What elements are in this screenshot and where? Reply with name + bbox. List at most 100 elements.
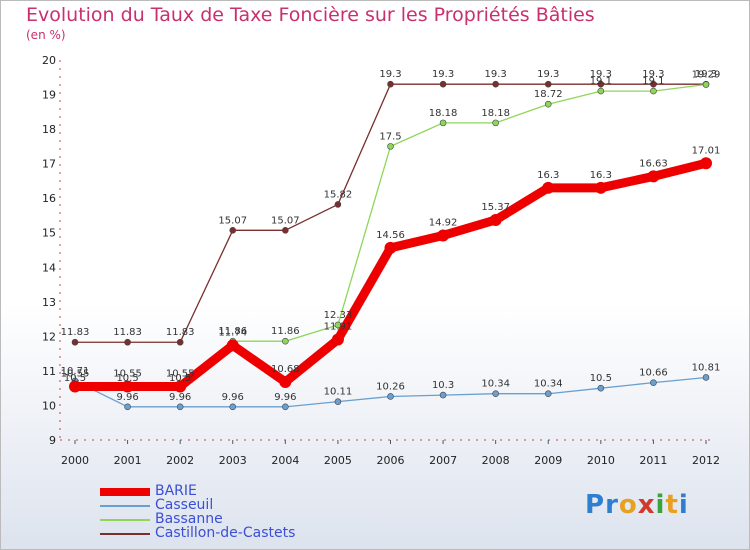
y-unit-label: (en %) — [26, 28, 66, 42]
data-label: 10.5 — [116, 373, 138, 384]
data-point — [282, 337, 289, 345]
data-label: 10.81 — [692, 362, 721, 373]
data-label: 9.96 — [169, 392, 191, 403]
proxiti-logo: Proxiti — [585, 490, 689, 520]
data-label: 19.3 — [485, 69, 507, 80]
data-point — [702, 81, 710, 88]
data-label: 17.01 — [692, 145, 721, 156]
x-tick-label: 2002 — [166, 454, 194, 467]
y-tick-label: 11 — [42, 365, 56, 378]
y-tick-label: 16 — [42, 192, 56, 205]
data-point — [700, 157, 712, 170]
data-point — [384, 241, 397, 254]
data-point — [437, 229, 450, 242]
data-label: 10.5 — [169, 373, 191, 384]
data-label: 18.18 — [429, 108, 458, 119]
data-label: 9.96 — [222, 392, 244, 403]
legend-swatch — [100, 519, 150, 521]
data-point — [334, 201, 342, 208]
data-label: 10.66 — [639, 368, 668, 379]
data-label: 10.34 — [534, 379, 563, 390]
legend-item: BARIE — [100, 483, 400, 500]
data-point — [492, 390, 499, 398]
legend-item: Bassanne — [100, 511, 400, 528]
data-point — [174, 380, 187, 393]
y-tick-label: 13 — [42, 296, 56, 309]
data-point — [387, 393, 394, 400]
data-point — [387, 80, 394, 88]
x-tick-label: 2012 — [692, 454, 720, 467]
data-point — [69, 380, 81, 393]
data-label: 12.33 — [324, 310, 353, 321]
data-label: 11.74 — [218, 327, 247, 338]
data-label: 19.1 — [642, 76, 664, 87]
data-label: 19.3 — [695, 69, 717, 80]
data-label: 14.56 — [376, 230, 405, 241]
data-point — [334, 398, 342, 405]
y-tick-label: 9 — [49, 434, 56, 447]
data-label: 10.55 — [113, 368, 142, 379]
data-label: 10.55 — [166, 368, 195, 379]
data-label: 10.55 — [61, 368, 90, 379]
data-label: 19.3 — [537, 69, 559, 80]
data-point — [492, 80, 499, 88]
y-tick-label: 14 — [42, 261, 56, 274]
data-label: 16.3 — [537, 170, 559, 181]
data-label: 19.3 — [379, 69, 401, 80]
y-tick-label: 20 — [42, 54, 56, 67]
legend-label: Bassanne — [155, 511, 223, 527]
data-point — [331, 333, 344, 346]
x-tick-label: 2004 — [271, 454, 299, 467]
x-tick-label: 2006 — [377, 454, 405, 467]
data-label: 11.83 — [61, 327, 90, 338]
data-label: 15.37 — [481, 202, 510, 213]
x-tick-label: 2005 — [324, 454, 352, 467]
data-point — [439, 80, 447, 88]
data-label: 16.3 — [590, 170, 612, 181]
data-label: 19.29 — [692, 70, 721, 81]
series-layer — [69, 80, 712, 411]
data-label: 11.91 — [324, 321, 353, 332]
x-tick-label: 2000 — [61, 454, 89, 467]
y-tick-label: 15 — [42, 227, 56, 240]
x-tick-label: 2009 — [534, 454, 562, 467]
data-label: 14.92 — [429, 217, 458, 228]
data-point — [124, 338, 131, 346]
data-label: 10.11 — [324, 387, 353, 398]
y-tick-label: 10 — [42, 399, 56, 412]
data-label: 10.71 — [61, 366, 90, 377]
data-label: 10.5 — [64, 373, 86, 384]
legend-item: Castillon-de-Castets — [100, 525, 400, 542]
data-point — [387, 143, 394, 150]
y-tick-label: 12 — [42, 330, 56, 343]
series-line-castillon-de-castets — [75, 83, 706, 343]
legend-label: Castillon-de-Castets — [155, 525, 296, 541]
data-label: 16.63 — [639, 158, 668, 169]
data-label: 11.83 — [113, 327, 142, 338]
data-label: 18.72 — [534, 89, 563, 100]
legend-label: Casseuil — [155, 497, 214, 513]
data-label: 15.07 — [271, 215, 300, 226]
data-label: 9.96 — [274, 392, 296, 403]
x-tick-label: 2007 — [429, 454, 457, 467]
data-label: 10.68 — [271, 364, 300, 375]
x-tick-label: 2003 — [219, 454, 247, 467]
data-point — [650, 379, 657, 386]
data-point — [279, 375, 292, 388]
chart-title: Evolution du Taux de Taxe Foncière sur l… — [26, 4, 595, 26]
data-point — [594, 181, 607, 194]
logo-letter: t — [665, 490, 679, 520]
data-label: 11.83 — [166, 327, 195, 338]
axes: 9 10 11 12 13 14 15 16 17 18 19 20 2000 2001 2002 2003 2… — [42, 54, 720, 467]
data-label: 15.07 — [218, 215, 247, 226]
logo-letter: i — [655, 490, 666, 520]
logo-letter: r — [605, 490, 619, 520]
data-label: 19.3 — [642, 69, 664, 80]
logo-letter: P — [585, 490, 606, 520]
data-point — [124, 403, 131, 411]
data-point — [439, 391, 447, 399]
data-point — [647, 170, 660, 183]
data-point — [597, 87, 605, 95]
data-label: 10.3 — [432, 380, 454, 391]
